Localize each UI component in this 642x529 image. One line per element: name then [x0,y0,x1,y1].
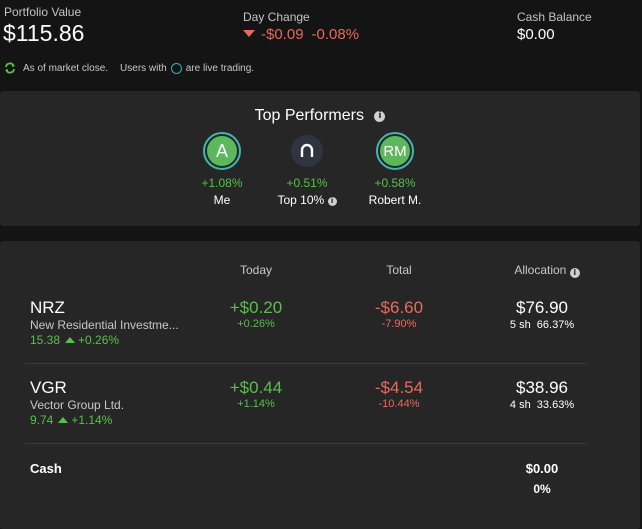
column-header-allocation: Allocation i [487,263,607,278]
performer-name: Me [213,193,231,207]
day-change-pct: -0.08% [311,26,360,43]
portfolio-value-label: Portfolio Value [4,5,82,19]
today-amount: +$0.20 [229,298,283,317]
info-icon[interactable]: i [569,268,580,278]
stock-price: 15.38 [30,333,61,347]
cash-balance-label: Cash Balance [517,10,592,24]
row-divider [25,363,587,364]
row-divider [25,443,587,444]
refresh-icon[interactable] [4,62,16,74]
price-line: 15.38 +0.26% [30,333,119,347]
total-amount: -$6.60 [374,298,424,317]
top-performers-card: Top Performers i A +1.08% Me +0.51% Top … [0,91,640,226]
performer-robert[interactable]: RM +0.58% Robert M. [355,132,435,207]
avatar: RM [376,132,414,170]
avatar-initials: RM [380,136,410,166]
performer-top-10[interactable]: +0.51% Top 10% i [267,132,347,207]
up-arrow-icon [65,337,76,343]
today-amount: +$0.44 [229,378,283,397]
day-change-amount: -$0.09 [261,26,304,43]
price-line: 9.74 +1.14% [30,413,112,427]
allocation-detail: 4 sh 33.63% [509,399,575,411]
company-name: Vector Group Ltd. [30,398,125,412]
market-close-note: As of market close. [23,62,109,74]
day-change: -$0.09 -0.08% [243,26,359,43]
price-change: +0.26% [78,333,120,347]
live-trading-ring-icon [170,62,182,74]
cash-label: Cash [30,461,62,476]
performer-pct: +0.51% [286,176,328,190]
avatar-initials: A [207,136,237,166]
down-arrow-icon [243,30,255,37]
info-icon[interactable]: i [374,111,386,122]
cash-value: $0.00 [525,461,559,476]
cash-pct: 0% [533,482,551,496]
performer-pct: +0.58% [374,176,416,190]
today-pct: +1.14% [237,398,275,410]
today-pct: +0.26% [237,318,275,330]
allocation-value: $38.96 [516,378,568,397]
up-arrow-icon [58,417,69,423]
allocation-label: Allocation [514,263,567,277]
cash-balance-value: $0.00 [517,26,555,43]
live-note-prefix: Users with [120,62,167,74]
price-change: +1.14% [71,413,113,427]
allocation-detail: 5 sh 66.37% [509,319,575,331]
total-pct: -10.44% [378,398,420,410]
performer-name-row: Top 10% i [267,193,347,207]
cash-row: Cash $0.00 0% [0,453,640,503]
live-note-suffix: are live trading. [185,62,255,74]
total-amount: -$4.54 [374,378,424,397]
performer-name: Top 10% [277,193,325,207]
top-10-badge-icon [291,135,323,167]
stock-symbol: VGR [30,378,67,397]
info-icon[interactable]: i [327,197,337,206]
table-row[interactable]: VGR Vector Group Ltd. 9.74 +1.14% +$0.44 … [0,374,640,444]
holdings-card: Today Total Allocation i NRZ New Residen… [0,241,640,529]
portfolio-value: $115.86 [3,20,85,46]
company-name: New Residential Investme... [30,318,179,332]
top-performers-title: Top Performers [254,107,364,124]
column-header-total: Total [386,263,412,277]
day-change-label: Day Change [243,10,310,24]
avatar: A [203,132,241,170]
top-performers-header: Top Performers i [0,107,640,125]
column-header-today: Today [239,263,273,277]
performer-me[interactable]: A +1.08% Me [182,132,262,207]
performer-name: Robert M. [368,193,422,207]
table-row[interactable]: NRZ New Residential Investme... 15.38 +0.… [0,293,640,363]
stock-price: 9.74 [30,413,54,427]
total-pct: -7.90% [381,318,417,330]
performer-pct: +1.08% [201,176,243,190]
status-line: As of market close. Users with are live … [4,62,254,74]
stock-symbol: NRZ [30,298,65,317]
allocation-value: $76.90 [516,298,568,317]
